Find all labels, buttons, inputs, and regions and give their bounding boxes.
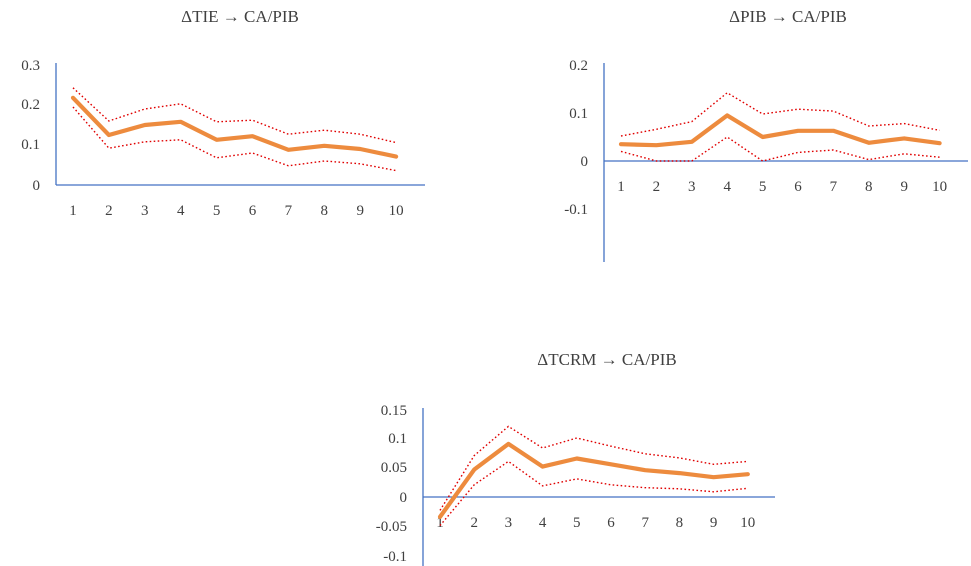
response-line <box>437 441 750 520</box>
confidence-band-lower <box>620 136 940 162</box>
y-tick-label: 0.2 <box>21 97 40 113</box>
y-tick-label: 0.1 <box>388 431 407 447</box>
chart-title: ΔTIE → CA/PIB <box>181 7 299 26</box>
x-tick-label: 6 <box>249 203 257 219</box>
y-tick-label: -0.05 <box>376 519 407 535</box>
chart-tcrm: ΔTCRM → CA/PIB 0.15 0.1 0.05 0 -0.05 -0.1 1 2 3 4 5… <box>376 350 775 566</box>
confidence-band-upper <box>72 87 397 144</box>
y-tick-label: 0.3 <box>21 58 40 74</box>
x-tick-label: 1 <box>617 179 625 195</box>
x-tick-label: 6 <box>794 179 802 195</box>
chart-pib: ΔPIB → CA/PIB 0.2 0.1 0 -0.1 1 2 3 4 5 6 7 8 9 10 <box>564 7 968 262</box>
x-tick-label: 5 <box>213 203 221 219</box>
x-tick-label: 8 <box>321 203 329 219</box>
x-tick-label: 10 <box>740 515 755 531</box>
y-tick-label: 0.1 <box>569 106 588 122</box>
x-tick-label: 8 <box>865 179 873 195</box>
x-tick-label: 2 <box>653 179 661 195</box>
x-tick-label: 3 <box>141 203 149 219</box>
y-tick-label: 0 <box>33 178 41 194</box>
x-tick-label: 4 <box>539 515 547 531</box>
x-tick-label: 7 <box>285 203 293 219</box>
chart-tie: ΔTIE → CA/PIB 0.3 0.2 0.1 0 1 2 3 4 5 6 7 8 9 10 <box>21 7 425 219</box>
chart-title: ΔPIB → CA/PIB <box>729 7 847 26</box>
response-line <box>70 95 399 159</box>
confidence-band-lower <box>72 106 397 172</box>
x-tick-label: 6 <box>607 515 615 531</box>
x-tick-label: 9 <box>900 179 908 195</box>
y-tick-label: 0.15 <box>381 403 407 419</box>
y-tick-label: 0 <box>400 490 408 506</box>
chart-title: ΔTCRM → CA/PIB <box>537 350 676 369</box>
x-tick-label: 9 <box>356 203 364 219</box>
x-tick-label: 10 <box>389 203 404 219</box>
y-tick-label: -0.1 <box>564 202 588 218</box>
y-tick-label: 0.2 <box>569 58 588 74</box>
x-tick-label: 9 <box>710 515 718 531</box>
x-tick-label: 7 <box>830 179 838 195</box>
confidence-band-upper <box>439 425 748 511</box>
x-tick-label: 2 <box>105 203 113 219</box>
confidence-band-lower <box>439 460 748 527</box>
x-tick-label: 3 <box>505 515 513 531</box>
y-tick-label: 0.05 <box>381 460 407 476</box>
x-tick-label: 10 <box>932 179 947 195</box>
x-tick-label: 4 <box>723 179 731 195</box>
y-tick-label: 0.1 <box>21 137 40 153</box>
response-line <box>618 113 942 148</box>
x-tick-label: 3 <box>688 179 696 195</box>
x-tick-label: 1 <box>436 515 444 531</box>
y-tick-label: 0 <box>581 154 589 170</box>
x-tick-label: 1 <box>69 203 77 219</box>
x-tick-label: 2 <box>470 515 478 531</box>
x-tick-label: 5 <box>573 515 581 531</box>
y-tick-label: -0.1 <box>383 549 407 565</box>
x-tick-label: 7 <box>641 515 649 531</box>
confidence-band-upper <box>620 91 940 137</box>
x-tick-label: 5 <box>759 179 767 195</box>
x-tick-label: 4 <box>177 203 185 219</box>
x-tick-label: 8 <box>676 515 684 531</box>
